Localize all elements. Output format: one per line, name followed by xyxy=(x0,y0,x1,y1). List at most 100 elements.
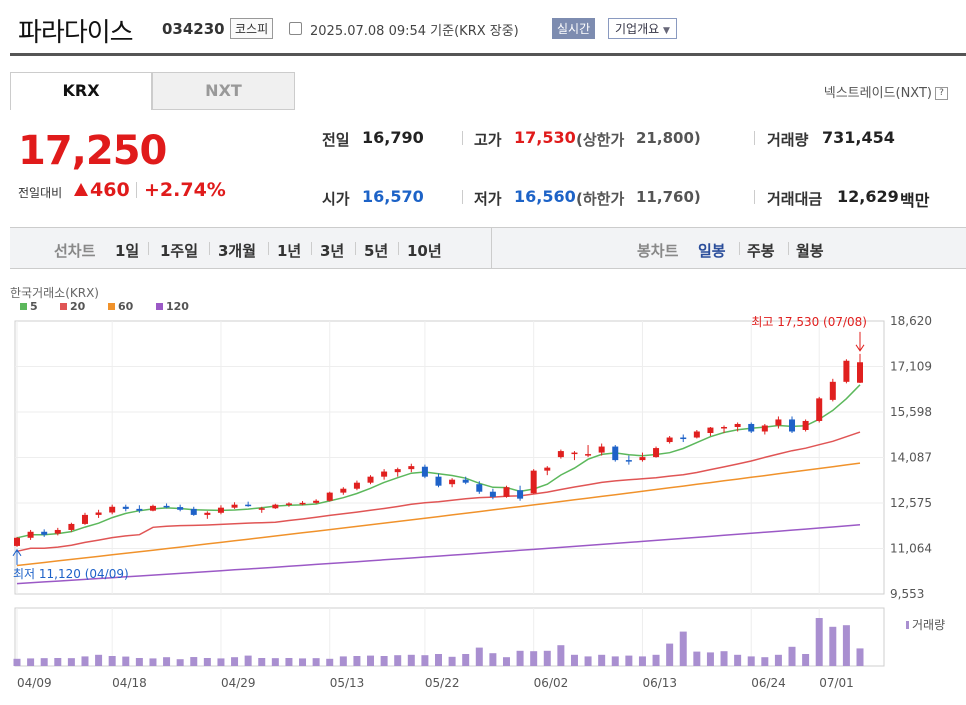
nextrade-link[interactable]: 넥스트레이드(NXT)? xyxy=(824,82,948,101)
price-change: 460 xyxy=(90,179,130,201)
candle-body xyxy=(14,537,20,546)
volume-bar xyxy=(312,658,320,666)
period-1y[interactable]: 1년 xyxy=(277,242,302,260)
volume-bar xyxy=(842,625,850,666)
realtime-badge[interactable]: 실시간 xyxy=(552,18,596,39)
candle-daily[interactable]: 일봉 xyxy=(698,242,726,260)
candle-body xyxy=(449,479,456,485)
company-overview-label: 기업개요 xyxy=(615,22,660,36)
divider xyxy=(355,242,356,255)
period-3y[interactable]: 3년 xyxy=(320,242,345,260)
period-1d[interactable]: 1일 xyxy=(115,242,140,260)
candle-body xyxy=(666,437,673,443)
up-arrow-icon xyxy=(74,183,88,196)
volume-bar xyxy=(611,656,619,666)
ma-line-120 xyxy=(16,524,861,585)
candle-body xyxy=(775,419,782,426)
company-overview-button[interactable]: 기업개요 ▼ xyxy=(608,18,677,39)
volume-bar xyxy=(625,655,633,666)
volume-bar xyxy=(774,654,782,666)
amount-unit: 백만 xyxy=(900,191,930,210)
y-tick-label: 18,620 xyxy=(890,314,932,328)
x-tick-label: 04/29 xyxy=(221,676,256,690)
legend-label-120: 120 xyxy=(166,300,189,313)
divider xyxy=(268,242,269,255)
candle-body xyxy=(272,504,279,509)
candle-body xyxy=(503,487,510,497)
tab-krx[interactable]: KRX xyxy=(10,72,152,110)
candle-body xyxy=(816,398,823,421)
legend-label-20: 20 xyxy=(70,300,86,313)
volume-bar xyxy=(720,651,728,666)
volume-bar xyxy=(13,658,21,666)
volume-bar xyxy=(149,658,157,666)
candle-body xyxy=(381,471,388,477)
volume-bar xyxy=(27,658,35,666)
stock-name: 파라다이스 xyxy=(18,18,134,48)
divider xyxy=(754,190,755,204)
volume-bar xyxy=(326,658,334,666)
y-tick-label: 11,064 xyxy=(890,542,932,556)
amount-label: 거래대금 xyxy=(767,190,823,208)
price-chart[interactable]: 한국거래소(KRX) 5 20 60 120 18,620 17,109 15,598 14… xyxy=(0,269,966,705)
candle-body xyxy=(408,466,415,470)
candle-body xyxy=(41,531,48,535)
candle-body xyxy=(489,491,496,497)
divider xyxy=(462,131,463,145)
volume-bar xyxy=(679,631,687,666)
legend-swatch-120 xyxy=(156,303,163,310)
volume-bar xyxy=(122,656,130,666)
x-tick-label: 05/13 xyxy=(330,676,365,690)
candle-body xyxy=(517,490,524,499)
period-3m[interactable]: 3개월 xyxy=(218,242,257,260)
prev-close-label: 전일 xyxy=(322,131,350,149)
help-icon[interactable]: ? xyxy=(935,87,948,100)
candle-weekly[interactable]: 주봉 xyxy=(747,242,775,260)
candle-body xyxy=(217,507,224,513)
candle-body xyxy=(707,427,714,434)
candle-body xyxy=(285,503,292,505)
x-tick-label: 04/09 xyxy=(17,676,52,690)
volume-bar xyxy=(570,654,578,666)
volume-bar xyxy=(190,657,198,666)
candle-body xyxy=(313,500,320,503)
upper-limit-label: (상한가 xyxy=(576,131,625,149)
volume-bar xyxy=(516,650,524,666)
line-chart-label: 선차트 xyxy=(54,242,96,260)
market-badge: 코스피 xyxy=(230,18,274,39)
open-label: 시가 xyxy=(322,190,350,208)
volume-bar xyxy=(40,658,48,666)
volume-bar xyxy=(462,654,470,666)
volume-bar xyxy=(693,651,701,666)
volume-bar xyxy=(598,654,606,666)
volume-bar xyxy=(652,654,660,666)
candle-body xyxy=(612,446,619,461)
volume-bar xyxy=(67,658,75,666)
x-tick-label: 06/13 xyxy=(642,676,677,690)
x-axis: 04/09 04/18 04/29 05/13 05/22 06/02 06/13 06/24… xyxy=(17,676,854,690)
volume-bar xyxy=(761,657,769,666)
volume-bar xyxy=(747,656,755,666)
volume-bar xyxy=(475,647,483,666)
x-tick-label: 06/24 xyxy=(751,676,786,690)
candle-body xyxy=(353,482,360,489)
upper-limit-value: 21,800) xyxy=(636,129,701,147)
open-value: 16,570 xyxy=(362,187,424,206)
divider xyxy=(491,228,492,269)
volume-bar xyxy=(856,648,864,666)
calendar-icon xyxy=(289,22,302,35)
candle-body xyxy=(476,484,483,492)
tab-nxt[interactable]: NXT xyxy=(152,72,295,110)
annotations: 최고 17,530 (07/08) 최저 11,120 (04/09) xyxy=(12,315,867,581)
period-1w[interactable]: 1주일 xyxy=(160,242,199,260)
candle-body xyxy=(421,466,428,477)
high-annotation: 최고 17,530 (07/08) xyxy=(751,315,867,329)
volume-bar xyxy=(244,655,252,666)
candle-body xyxy=(367,476,374,483)
y-tick-label: 14,087 xyxy=(890,450,932,464)
volume-bar xyxy=(421,655,429,666)
period-5y[interactable]: 5년 xyxy=(364,242,389,260)
candle-monthly[interactable]: 월봉 xyxy=(796,242,824,260)
volume-bar xyxy=(231,657,239,666)
period-10y[interactable]: 10년 xyxy=(407,242,442,260)
